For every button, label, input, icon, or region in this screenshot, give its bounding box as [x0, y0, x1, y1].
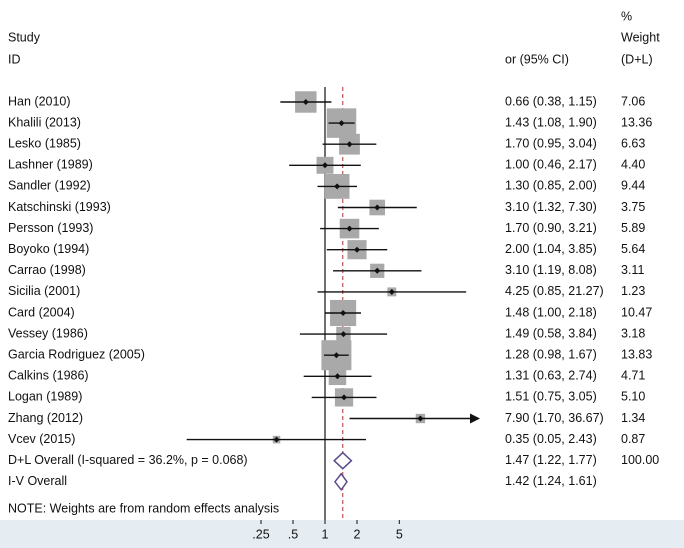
study-weight: 4.40 [621, 158, 645, 172]
axis-band [0, 520, 684, 548]
study-weight: 0.87 [621, 432, 645, 446]
study-weight: 13.36 [621, 115, 652, 129]
study-weight: 6.63 [621, 136, 645, 150]
study-label: Carrao (1998) [8, 263, 86, 277]
study-label: Vcev (2015) [8, 432, 75, 446]
study-label: Vessey (1986) [8, 326, 88, 340]
study-ci: 1.28 (0.98, 1.67) [505, 347, 597, 361]
study-label: Lesko (1985) [8, 136, 81, 150]
study-ci: 0.66 (0.38, 1.15) [505, 94, 597, 108]
study-ci: 2.00 (1.04, 3.85) [505, 242, 597, 256]
overall-weight: 100.00 [621, 453, 659, 467]
point-estimate [374, 204, 381, 211]
point-estimate [388, 288, 395, 295]
x-tick-label: .5 [288, 527, 298, 541]
study-label: Lashner (1989) [8, 158, 93, 172]
study-ci: 1.43 (1.08, 1.90) [505, 115, 597, 129]
point-estimate [334, 183, 341, 190]
study-ci: 1.30 (0.85, 2.00) [505, 179, 597, 193]
study-ci: 1.70 (0.95, 3.04) [505, 136, 597, 150]
header-study: Study [8, 30, 41, 44]
study-label: Khalili (2013) [8, 115, 81, 129]
point-estimate [333, 352, 340, 359]
x-tick-label: 1 [322, 527, 329, 541]
study-ci: 4.25 (0.85, 21.27) [505, 284, 604, 298]
study-weight: 5.64 [621, 242, 645, 256]
point-estimate [273, 436, 280, 443]
study-weight: 7.06 [621, 94, 645, 108]
study-label: Garcia Rodriguez (2005) [8, 347, 145, 361]
study-label: Boyoko (1994) [8, 242, 89, 256]
study-ci: 0.35 (0.05, 2.43) [505, 432, 597, 446]
study-ci: 1.00 (0.46, 2.17) [505, 158, 597, 172]
header-or-ci: or (95% CI) [505, 52, 569, 66]
study-label: Han (2010) [8, 94, 71, 108]
study-label: Logan (1989) [8, 390, 82, 404]
overall-ci: 1.42 (1.24, 1.61) [505, 474, 597, 488]
study-weight: 3.18 [621, 326, 645, 340]
point-estimate [322, 162, 328, 169]
study-weight: 9.44 [621, 179, 645, 193]
study-ci: 1.31 (0.63, 2.74) [505, 369, 597, 383]
point-estimate [346, 141, 353, 148]
point-estimate [338, 120, 345, 127]
header-pct: % [621, 9, 632, 23]
x-tick-label: 5 [396, 527, 403, 541]
study-weight: 10.47 [621, 305, 652, 319]
study-label: Sandler (1992) [8, 179, 91, 193]
point-estimate [354, 246, 360, 253]
study-label: Zhang (2012) [8, 411, 83, 425]
point-estimate [340, 310, 347, 316]
header-id: ID [8, 52, 21, 66]
study-label: Calkins (1986) [8, 369, 89, 383]
study-ci: 3.10 (1.32, 7.30) [505, 200, 597, 214]
study-label: Sicilia (2001) [8, 284, 80, 298]
study-label: Persson (1993) [8, 221, 93, 235]
study-weight: 3.75 [621, 200, 645, 214]
study-weight: 1.23 [621, 284, 645, 298]
study-weight: 3.11 [621, 263, 644, 277]
overall-ci: 1.47 (1.22, 1.77) [505, 453, 597, 467]
study-label: Card (2004) [8, 305, 75, 319]
study-ci: 1.70 (0.90, 3.21) [505, 221, 597, 235]
point-estimate [417, 415, 424, 422]
point-estimate [374, 267, 381, 274]
study-weight: 4.71 [621, 369, 645, 383]
point-estimate [302, 99, 309, 105]
study-weight: 5.89 [621, 221, 645, 235]
study-weight: 13.83 [621, 347, 652, 361]
overall-diamond [333, 451, 353, 470]
point-estimate [346, 225, 353, 232]
header-weight: Weight [621, 30, 660, 44]
study-ci: 1.51 (0.75, 3.05) [505, 390, 597, 404]
study-weight: 5.10 [621, 390, 645, 404]
study-weight: 1.34 [621, 411, 645, 425]
study-ci: 7.90 (1.70, 36.67) [505, 411, 604, 425]
study-ci: 3.10 (1.19, 8.08) [505, 263, 597, 277]
study-label: Katschinski (1993) [8, 200, 111, 214]
point-estimate [340, 331, 347, 338]
x-tick-label: 2 [354, 527, 361, 541]
overall-diamond [333, 472, 348, 492]
point-estimate [334, 373, 341, 380]
header-dl: (D+L) [621, 52, 653, 66]
point-estimate [341, 394, 348, 401]
study-ci: 1.49 (0.58, 3.84) [505, 326, 597, 340]
note-text: NOTE: Weights are from random effects an… [8, 501, 279, 515]
overall-label: I-V Overall [8, 474, 67, 488]
overall-label: D+L Overall (I-squared = 36.2%, p = 0.06… [8, 453, 248, 467]
study-ci: 1.48 (1.00, 2.18) [505, 305, 597, 319]
x-tick-label: .25 [252, 527, 269, 541]
